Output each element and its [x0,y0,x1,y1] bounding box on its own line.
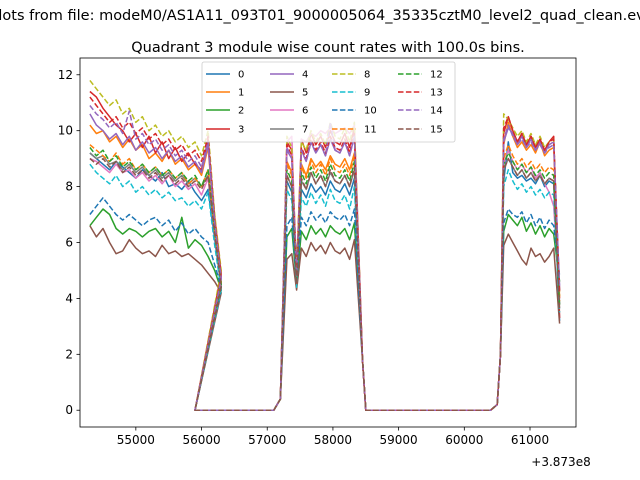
series-line-15 [89,157,561,411]
series-line-1 [89,121,561,411]
legend-label-3: 3 [238,125,244,136]
series-line-5 [89,225,561,411]
x-tick-label: 60000 [445,433,483,447]
legend-label-9: 9 [364,88,370,99]
legend-label-8: 8 [364,70,370,81]
legend-label-5: 5 [302,88,308,99]
legend-frame [201,61,456,143]
x-offset-label: +3.873e8 [531,455,590,469]
legend-label-15: 15 [430,125,443,136]
legend-label-6: 6 [302,106,308,117]
x-tick-label: 55000 [117,433,155,447]
legend-label-4: 4 [302,70,308,81]
series-line-2 [89,208,561,411]
series-line-9 [89,163,561,411]
y-tick-label: 12 [58,68,73,82]
legend-label-7: 7 [302,125,308,136]
legend-label-11: 11 [364,125,377,136]
series-line-14 [89,105,561,411]
legend-label-13: 13 [430,88,443,99]
legend-label-14: 14 [430,106,443,117]
series-line-12 [89,147,561,411]
series-line-10 [89,197,561,411]
x-tick-label: 57000 [248,433,286,447]
x-tick-label: 61000 [511,433,549,447]
y-tick-label: 8 [65,180,73,194]
y-tick-label: 0 [65,403,73,417]
y-tick-label: 6 [65,236,73,250]
y-tick-label: 4 [65,291,73,305]
x-tick-label: 56000 [182,433,220,447]
chart-subtitle: Quadrant 3 module wise count rates with … [131,40,525,56]
legend-label-0: 0 [238,70,244,81]
x-tick-label: 58000 [314,433,352,447]
series-line-7 [89,152,561,411]
legend-label-1: 1 [238,88,244,99]
plot-area: 55000 56000 57000 58000 59000 60000 61000 0 2 4 6 8… [58,57,577,447]
y-tick-label: 2 [65,347,73,361]
figure-title: Plots from file: modeM0/AS1A11_093T01_90… [0,8,640,24]
legend-label-10: 10 [364,106,377,117]
legend-label-12: 12 [430,70,443,81]
y-tick-label: 10 [58,124,73,138]
legend-label-2: 2 [238,106,244,117]
x-tick-label: 59000 [380,433,418,447]
